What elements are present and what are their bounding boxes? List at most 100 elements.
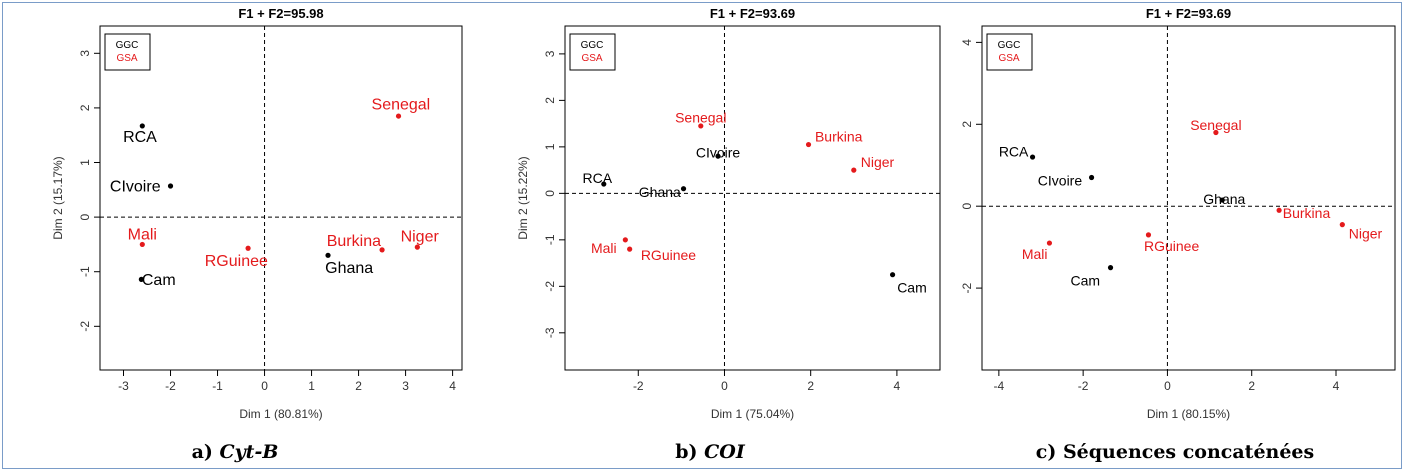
point-label-cam: Cam [142,272,176,289]
plot-area [564,25,941,371]
point-label-burkina: Burkina [815,128,863,144]
plot-area [99,25,463,371]
point-label-ghana: Ghana [639,184,681,200]
point-label-rguinee: RGuinee [1144,238,1199,254]
y-tick-label: -2 [78,321,92,332]
x-tick-label: -2 [1078,379,1089,393]
x-axis-label: Dim 1 (75.04%) [711,407,794,421]
x-tick-label: -2 [633,379,644,393]
legend-entry-ggc: GGC [116,40,139,51]
point-label-rca: RCA [123,129,157,146]
point-label-burkina: Burkina [1283,205,1331,221]
y-tick-label: 2 [78,104,92,111]
point-label-senegal: Senegal [675,110,726,126]
point-label-senegal: Senegal [1190,117,1241,133]
caption-b-prefix: b) [675,441,705,463]
legend-entry-ggc: GGC [581,40,604,51]
x-axis-label: Dim 1 (80.81%) [239,407,322,421]
point-label-mali: Mali [128,226,157,243]
chart-title: F1 + F2=93.69 [710,6,795,21]
caption-b: b) COI [480,441,940,463]
point-label-mali: Mali [591,240,617,256]
point-ghana [325,252,331,258]
x-tick-label: 0 [721,379,728,393]
point-burkina [379,247,385,253]
caption-a: a) Cyt-B [5,441,465,463]
y-tick-label: 2 [960,121,974,128]
y-tick-label: 0 [960,203,974,210]
y-tick-label: 2 [543,97,557,104]
point-rca [601,181,607,187]
caption-c-name: Séquences concaténées [1062,441,1315,463]
point-ghana [1219,197,1225,203]
point-label-rca: RCA [999,144,1029,160]
point-label-rca: RCA [583,170,613,186]
point-senegal [395,113,402,119]
point-label-rguinee: RGuinee [205,253,268,270]
point-ghana [680,186,687,192]
point-mali [139,241,145,248]
legend-entry-gsa: GSA [998,53,1019,64]
point-label-senegal: Senegal [372,96,431,113]
point-label-civoire: CIvoire [110,178,161,195]
legend-entry-gsa: GSA [581,53,602,64]
x-tick-label: 2 [355,379,362,393]
point-label-niger: Niger [401,229,440,246]
y-tick-label: 4 [960,39,974,46]
y-tick-label: -2 [960,282,974,293]
point-rguinee [627,246,633,252]
caption-c-prefix: c) [1035,441,1063,463]
point-rca [1029,154,1036,160]
point-label-ghana: Ghana [1203,191,1245,207]
x-tick-label: 2 [807,379,814,393]
point-burkina [805,141,812,148]
point-niger [414,244,420,250]
y-tick-label: -1 [78,266,92,277]
y-tick-label: 0 [78,213,92,220]
legend-entry-ggc: GGC [998,40,1021,51]
caption-c: c) Séquences concaténées [945,441,1405,463]
legend-box [569,33,616,71]
chart-title: F1 + F2=93.69 [1146,6,1231,21]
x-tick-label: -1 [212,379,223,393]
point-civoire [715,153,721,159]
y-axis-label: Dim 2 (15.22%) [516,156,530,239]
point-civoire [167,183,174,189]
point-label-rguinee: RGuinee [641,247,696,263]
chart-panel-a: F1 + F2=95.98 -3 -2 -1 0 1 2 3 4 -2 -1 0 1 2 3 Dim 1 (8… [51,6,463,421]
point-mali [1046,240,1053,246]
point-label-ghana: Ghana [325,260,373,277]
x-tick-label: 2 [1248,379,1255,393]
point-senegal [698,123,704,129]
point-cam [1107,265,1114,271]
point-label-cam: Cam [897,279,927,295]
y-tick-label: 0 [543,190,557,197]
point-rca [139,123,145,129]
x-tick-label: -3 [118,379,129,393]
point-cam [138,276,144,282]
y-tick-label: 3 [78,50,92,57]
point-niger [1339,222,1345,228]
x-tick-label: -4 [994,379,1005,393]
plot-area [981,25,1396,371]
chart-title: F1 + F2=95.98 [238,6,323,21]
y-tick-label: -3 [543,327,557,338]
point-label-civoire: CIvoire [1038,172,1083,188]
point-senegal [1213,129,1219,136]
point-mali [622,237,628,243]
point-label-niger: Niger [861,154,895,170]
x-tick-label: 3 [402,379,409,393]
legend-box [986,33,1033,71]
x-tick-label: 4 [449,379,456,393]
y-tick-label: 3 [543,50,557,57]
x-tick-label: 1 [308,379,315,393]
legend-entry-gsa: GSA [116,53,137,64]
chart-panel-b: F1 + F2=93.69 -2 0 2 4 -3 -2 -1 0 1 2 3 Dim 1 (75.04… [516,6,941,421]
point-label-niger: Niger [1349,226,1383,242]
point-rguinee [245,245,251,251]
x-tick-label: -2 [165,379,176,393]
point-label-burkina: Burkina [327,233,381,250]
x-tick-label: 4 [1333,379,1340,393]
